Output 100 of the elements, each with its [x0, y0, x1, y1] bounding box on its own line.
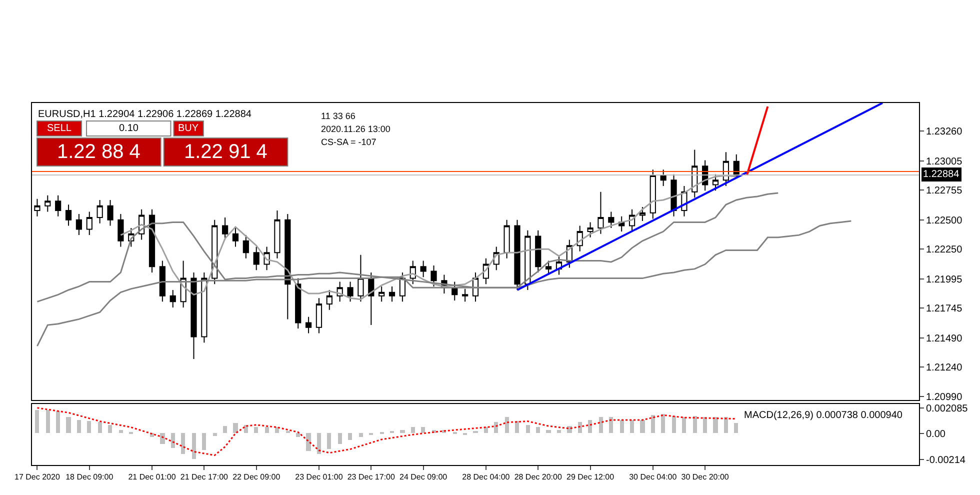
bar — [223, 426, 227, 434]
annotation: BUY — [178, 123, 199, 134]
y-tick-label: 1.22500 — [926, 215, 963, 226]
y-tick-label: -0.00214 — [926, 454, 966, 466]
bar — [620, 420, 624, 434]
annotation: 1.22 88 4 — [57, 141, 140, 163]
candlestick — [96, 200, 103, 224]
annotation: CS-SA = -107 — [321, 137, 376, 147]
candlestick — [504, 219, 510, 259]
bar — [526, 425, 530, 434]
y-tick-label: 1.21240 — [926, 362, 963, 374]
bar — [515, 421, 519, 434]
annotation: 2020.11.26 13:00 — [321, 124, 390, 134]
x-tick-label: 22 Dec 09:00 — [232, 472, 281, 482]
bar — [411, 427, 415, 434]
bar — [703, 417, 707, 434]
bar — [35, 410, 39, 434]
candlestick — [44, 194, 51, 212]
bar — [254, 427, 258, 434]
bar — [46, 410, 50, 434]
bar — [119, 430, 123, 434]
candlestick — [284, 214, 291, 320]
candlestick — [535, 230, 542, 273]
candlestick — [86, 211, 92, 236]
bar — [160, 433, 165, 444]
candlestick — [712, 174, 719, 192]
annotation: 1.22 91 4 — [184, 141, 268, 163]
candlestick — [524, 230, 531, 290]
candlestick — [76, 214, 82, 236]
bar — [546, 430, 551, 434]
candlestick — [650, 169, 656, 220]
bar — [306, 433, 311, 452]
bar — [327, 433, 331, 450]
bar — [400, 430, 405, 434]
bar — [557, 430, 561, 434]
bar — [536, 427, 540, 434]
candlestick — [148, 208, 156, 273]
annotation: 11 33 66 — [321, 111, 356, 121]
bar — [505, 417, 509, 434]
y-tick-label: 1.21490 — [926, 333, 963, 344]
bar — [494, 422, 498, 434]
annotation: SELL — [47, 123, 72, 134]
candlestick — [232, 228, 239, 248]
x-tick-label: 23 Dec 01:00 — [295, 472, 344, 482]
bar — [56, 411, 60, 434]
x-tick-label: 21 Dec 17:00 — [180, 472, 229, 482]
candlestick — [326, 289, 332, 310]
annotation: 0.10 — [119, 123, 139, 134]
candlestick — [253, 246, 260, 271]
y-tick-label: 1.22250 — [926, 244, 963, 256]
bar — [682, 417, 686, 434]
candlestick — [388, 286, 396, 302]
bar — [693, 416, 697, 434]
candlestick — [190, 272, 197, 360]
candlestick — [347, 281, 354, 302]
candlestick — [65, 204, 72, 226]
candlestick — [201, 272, 208, 344]
candlestick — [608, 211, 614, 229]
bar — [296, 433, 300, 438]
candlestick — [462, 288, 468, 302]
y-tick-label: 1.23005 — [926, 156, 963, 168]
x-tick-label: 21 Dec 01:00 — [128, 472, 176, 482]
bar — [672, 416, 676, 434]
line-series — [120, 174, 738, 300]
bar — [108, 425, 112, 434]
x-tick-label: 18 Dec 09:00 — [66, 472, 114, 482]
x-tick-label: 17 Dec 2020 — [14, 472, 60, 482]
y-tick-label: 0.002085 — [926, 404, 968, 415]
bar — [713, 417, 718, 434]
candlestick — [368, 272, 374, 326]
candlestick — [222, 217, 228, 240]
bar — [630, 420, 634, 434]
candlestick — [118, 214, 124, 248]
bar — [192, 433, 196, 460]
bar — [661, 414, 665, 434]
y-tick-label: 0.00 — [926, 428, 946, 440]
bar — [734, 423, 738, 434]
candlestick — [514, 219, 520, 290]
bar — [317, 433, 321, 454]
bar — [181, 433, 185, 454]
bar — [66, 417, 71, 434]
candlestick — [670, 174, 677, 217]
y-tick-label: 1.20990 — [926, 392, 963, 403]
bar — [609, 417, 613, 434]
bar — [724, 417, 728, 434]
bar — [599, 417, 603, 434]
text: MACD(12,26,9) 0.000738 0.000940 — [744, 410, 903, 421]
bar — [484, 427, 488, 434]
candlestick — [107, 200, 114, 226]
bar — [578, 422, 582, 434]
candlestick — [55, 194, 62, 217]
bar — [265, 427, 269, 434]
bar — [421, 427, 425, 434]
bar — [77, 420, 81, 434]
candlestick — [420, 260, 426, 278]
candlestick — [34, 198, 40, 217]
bar — [640, 420, 645, 434]
bar — [348, 433, 352, 440]
ref-line-label: 1.22884 — [923, 169, 960, 180]
candlestick — [295, 278, 302, 330]
